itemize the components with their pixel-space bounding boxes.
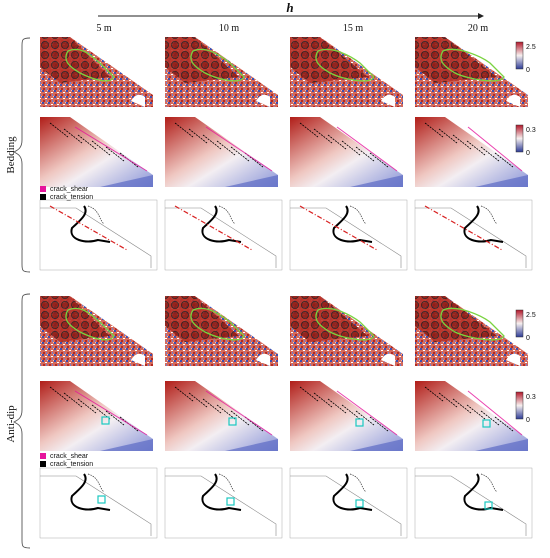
bedding-crack-panel-4 [414, 199, 533, 271]
antidip-displacement-max: 2.5 [526, 312, 536, 319]
antidip-crack-panel-4 [414, 467, 533, 539]
bedding-shear-min: 0 [526, 150, 530, 157]
bedding-displacement-min: 0 [526, 67, 530, 74]
bedding-shear-colorbar [515, 124, 524, 153]
antidip-crack-panel-2 [164, 467, 283, 539]
antidip-legend-shear-swatch [40, 453, 46, 459]
antidip-disp-panel-2 [165, 296, 278, 366]
antidip-disp-panel-3 [290, 296, 403, 366]
antidip-crack-panel-1 [39, 467, 158, 539]
antidip-shear-panel-2 [165, 381, 282, 451]
bedding-shear-panel-2 [165, 117, 282, 187]
bedding-crack-panel-3 [289, 199, 408, 271]
antidip-shear-min: 0 [526, 417, 530, 424]
bedding-shear-panel-1 [40, 117, 157, 187]
bedding-shear-max: 0.3 [526, 127, 536, 134]
bedding-disp-panel-2 [165, 37, 278, 107]
h-axis-arrowhead [478, 13, 484, 19]
bedding-displacement-max: 2.5 [526, 44, 536, 51]
group-label-bedding: Bedding [5, 136, 17, 174]
antidip-displacement-min: 0 [526, 335, 530, 342]
bedding-shear-panel-4 [415, 117, 532, 187]
bedding-disp-panel-3 [290, 37, 403, 107]
antidip-shear-panel-4 [415, 381, 532, 451]
column-header-5m: 5 m [96, 23, 112, 34]
bedding-bracket [12, 37, 31, 273]
antidip-shear-panel-3 [290, 381, 407, 451]
bedding-legend-tension-label: crack_tension [50, 194, 93, 201]
antidip-legend-shear-label: crack_shear [50, 453, 89, 460]
bedding-legend-shear-label: crack_shear [50, 186, 89, 193]
bedding-crack-panel-1 [39, 199, 158, 271]
antidip-shear-colorbar [515, 391, 524, 420]
antidip-legend-tension-swatch [40, 461, 46, 467]
column-header-10m: 10 m [219, 23, 240, 34]
column-header-15m: 15 m [343, 23, 364, 34]
antidip-displacement-colorbar [515, 309, 524, 338]
antidip-disp-panel-1 [40, 296, 153, 366]
antidip-crack-panel-3 [289, 467, 408, 539]
anti-dip-bracket [12, 293, 31, 549]
antidip-shear-max: 0.3 [526, 394, 536, 401]
bedding-shear-panel-3 [290, 117, 407, 187]
column-header-20m: 20 m [468, 23, 489, 34]
h-axis-label: h [286, 0, 293, 15]
bedding-legend-tension-swatch [40, 194, 46, 200]
bedding-displacement-colorbar [515, 41, 524, 70]
antidip-legend-tension-label: crack_tension [50, 461, 93, 468]
antidip-shear-panel-1 [40, 381, 157, 451]
bedding-disp-panel-1 [40, 37, 153, 107]
antidip-disp-panel-4 [415, 296, 528, 366]
bedding-disp-panel-4 [415, 37, 528, 107]
group-label-anti-dip: Anti-dip [5, 405, 17, 443]
bedding-crack-panel-2 [164, 199, 283, 271]
bedding-legend-shear-swatch [40, 186, 46, 192]
